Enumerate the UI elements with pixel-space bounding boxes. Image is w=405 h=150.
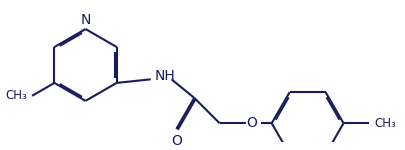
Text: CH₃: CH₃ [6, 89, 27, 102]
Text: O: O [247, 116, 258, 130]
Text: NH: NH [155, 69, 175, 84]
Text: CH₃: CH₃ [374, 117, 396, 130]
Text: O: O [171, 134, 182, 148]
Text: N: N [80, 13, 91, 27]
